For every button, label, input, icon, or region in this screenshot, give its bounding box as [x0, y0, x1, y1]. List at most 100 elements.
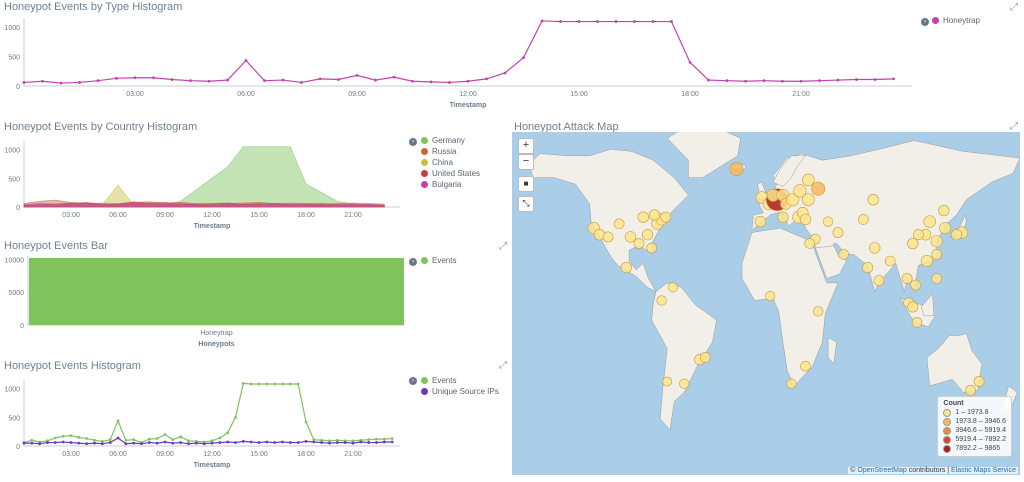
legend-toggle-icon[interactable]: › — [409, 258, 417, 266]
y-tick-label: 0 — [16, 84, 20, 91]
data-point — [147, 437, 151, 441]
legend-dot-icon — [421, 148, 428, 155]
data-point — [263, 79, 266, 83]
data-point — [873, 78, 877, 81]
data-point — [133, 76, 137, 80]
expand-icon[interactable]: ⤢ — [1010, 121, 1018, 132]
map-legend-item: 5919.4 – 7892.2 — [943, 435, 1006, 444]
legend-toggle-icon[interactable]: › — [409, 377, 417, 385]
legend-dot-icon — [421, 257, 428, 264]
data-point — [320, 441, 324, 444]
data-point — [265, 440, 269, 444]
landmass — [666, 132, 741, 178]
data-point — [375, 437, 378, 441]
legend-item[interactable]: Unique Source IPs — [421, 386, 499, 397]
legend-toggle-icon[interactable]: › — [921, 18, 929, 26]
data-point — [22, 441, 26, 445]
legend-item[interactable]: China — [421, 157, 480, 168]
landmass — [815, 245, 847, 279]
legend-item[interactable]: Russia — [421, 146, 480, 157]
expand-icon[interactable]: ⤢ — [1010, 2, 1018, 13]
draw-rectangle-button[interactable]: ■ — [518, 176, 534, 192]
data-point — [304, 440, 308, 443]
data-point — [100, 442, 104, 446]
ems-link[interactable]: Elastic Maps Service — [951, 467, 1016, 474]
x-tick-label: 15:00 — [250, 212, 268, 219]
y-tick-label: 1000 — [4, 148, 20, 155]
data-point — [41, 79, 44, 83]
map-legend-label: 7892.2 – 9865 — [955, 445, 1001, 452]
data-point — [288, 441, 292, 444]
data-point — [596, 20, 599, 23]
type-histogram-legend: Honeytrap — [932, 15, 980, 26]
attack-point-marker — [620, 262, 632, 274]
attack-point-marker — [786, 378, 797, 389]
zoom-out-button[interactable]: − — [518, 154, 534, 170]
legend-item[interactable]: Events — [421, 375, 499, 386]
legend-toggle-icon[interactable]: › — [409, 138, 417, 146]
legend-label: China — [432, 158, 453, 167]
data-point — [189, 79, 192, 83]
legend-dot-icon — [421, 137, 428, 144]
map-legend-swatch-icon — [943, 435, 952, 444]
x-tick-label: 15:00 — [570, 91, 588, 98]
attack-point-marker — [804, 238, 816, 249]
attack-point-marker — [667, 282, 678, 293]
data-point — [328, 439, 331, 443]
map-count-legend: Count 1 – 1973.8 1973.8 – 3946.6 3946.6 – … — [937, 396, 1012, 457]
landmass — [920, 293, 935, 317]
attack-point-marker — [641, 229, 654, 241]
attack-point-marker — [910, 279, 921, 291]
data-point — [155, 437, 159, 440]
data-point — [818, 79, 821, 83]
series-line — [23, 20, 894, 84]
legend-item[interactable]: Bulgaria — [421, 179, 480, 190]
data-point — [485, 77, 488, 81]
attack-point-marker — [832, 227, 844, 238]
attack-point-marker — [923, 215, 936, 228]
legend-item[interactable]: Honeytrap — [932, 15, 980, 26]
data-point — [30, 441, 34, 445]
landmass — [926, 332, 983, 393]
attack-map-title: Honeypot Attack Map — [514, 121, 619, 133]
legend-item[interactable]: Events — [421, 255, 456, 266]
x-tick-label: 18:00 — [297, 212, 315, 219]
y-tick-label: 500 — [8, 415, 20, 422]
expand-icon[interactable]: ⤢ — [499, 360, 507, 371]
country-histogram-legend: Germany Russia China United States Bulgaria — [421, 135, 480, 190]
attack-map[interactable]: + − ■ ⤡ Count 1 – 1973.8 1973.8 – 3946.6 3… — [512, 132, 1020, 475]
legend-label: United States — [432, 169, 481, 178]
legend-item[interactable]: United States — [421, 168, 480, 179]
landmass — [827, 337, 837, 365]
attack-point-marker — [931, 249, 943, 260]
data-point — [781, 79, 784, 83]
data-point — [312, 438, 316, 442]
data-point — [577, 20, 581, 23]
data-point — [46, 441, 49, 444]
data-point — [210, 441, 214, 445]
data-point — [140, 442, 143, 446]
data-point — [210, 439, 214, 443]
fit-bounds-button[interactable]: ⤡ — [518, 196, 534, 212]
data-point — [77, 435, 81, 439]
data-point — [382, 440, 386, 444]
map-legend-item: 3946.6 – 5919.4 — [943, 426, 1006, 435]
data-point — [892, 77, 895, 81]
data-point — [96, 79, 100, 83]
data-point — [69, 441, 73, 444]
world-map[interactable] — [512, 132, 1020, 475]
attack-point-marker — [786, 193, 800, 207]
attack-point-marker — [931, 273, 943, 284]
expand-icon[interactable]: ⤢ — [499, 241, 507, 252]
legend-item[interactable]: Germany — [421, 135, 480, 146]
data-point — [273, 441, 277, 444]
type-histogram-chart: 0 500 1000 03:00 06:00 09:00 12:00 15:00 18:00 21… — [4, 18, 912, 109]
osm-link[interactable]: OpenStreetMap — [857, 467, 907, 474]
y-tick-label: 1000 — [4, 25, 20, 32]
zoom-in-button[interactable]: + — [518, 138, 534, 154]
x-tick-label: 09:00 — [156, 451, 174, 458]
data-point — [392, 75, 396, 79]
legend-dot-icon — [421, 170, 428, 177]
data-point — [288, 382, 292, 386]
legend-label: Germany — [432, 136, 465, 145]
